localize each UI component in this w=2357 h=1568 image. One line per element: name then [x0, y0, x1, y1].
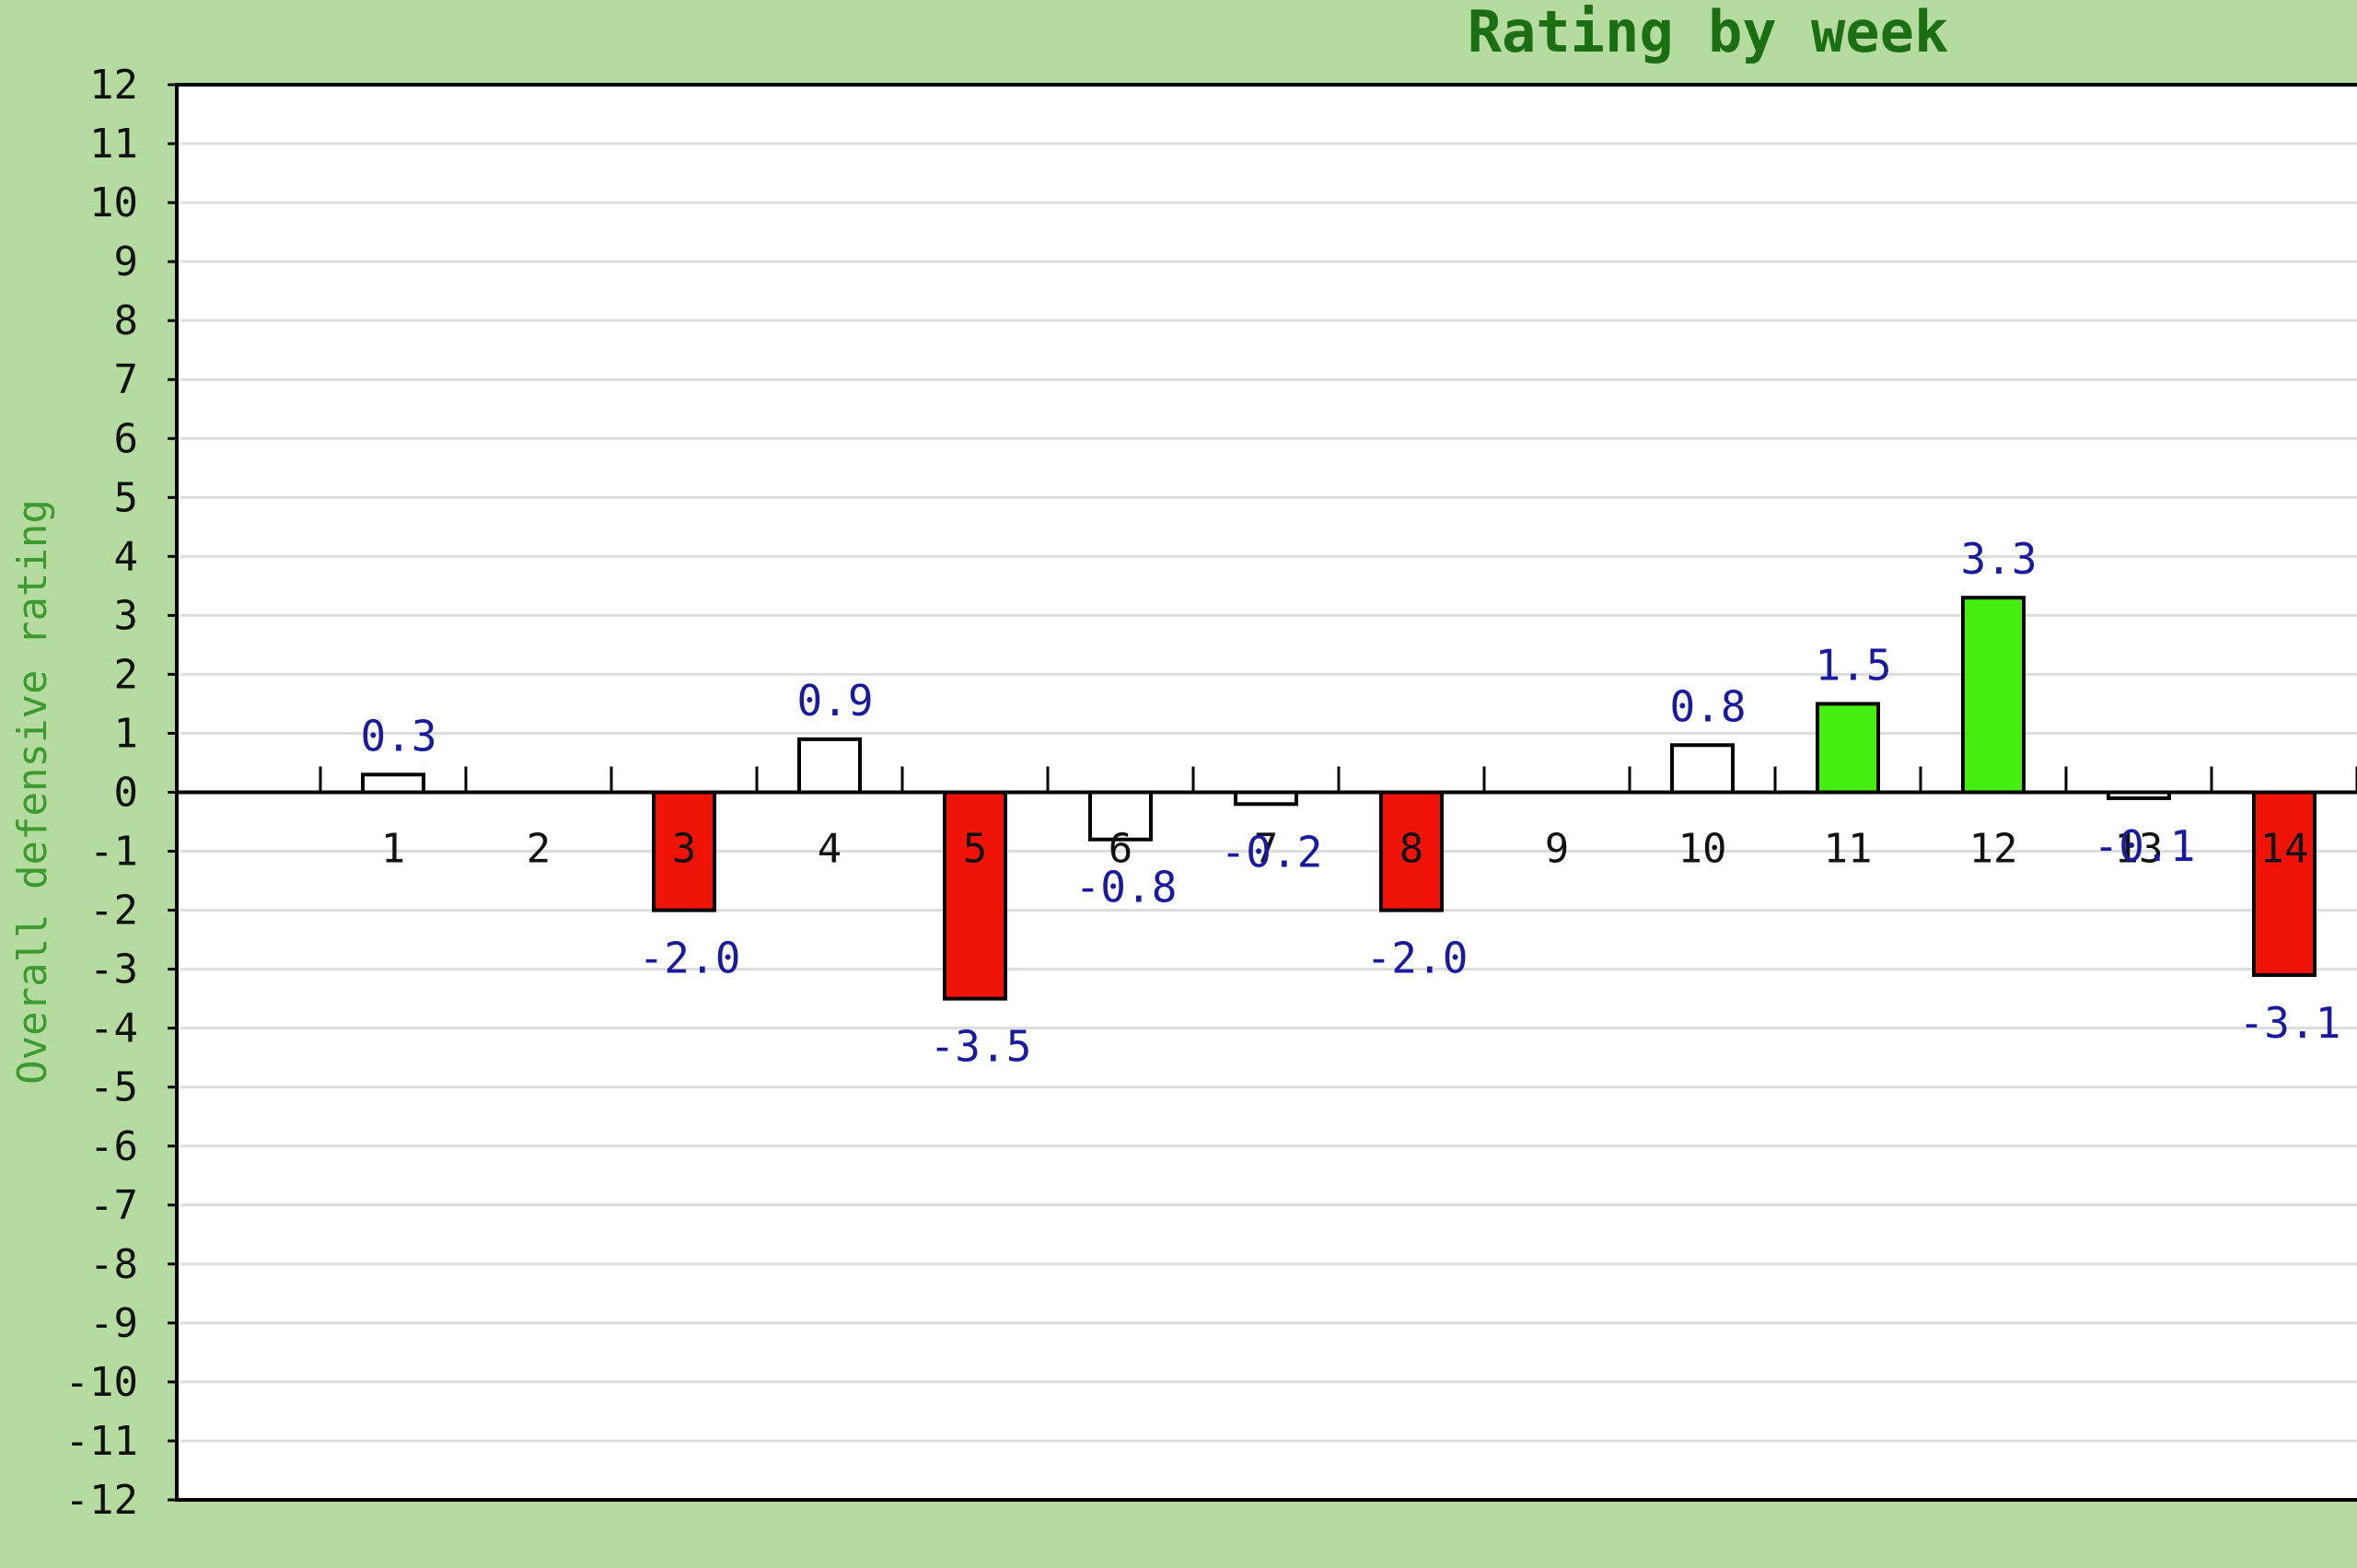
y-axis-label: Overall defensive rating [9, 499, 56, 1085]
data-label-week-5: -3.5 [930, 1022, 1032, 1072]
data-labels: 0.3 -2.0 0.9 -3.5 -0.8 -0.2 -2.0 0.8 1.5 3.3 -0.1 -… [360, 534, 2340, 1071]
x-tick-label: 1 [381, 826, 406, 873]
y-tick-label: 8 [114, 297, 139, 344]
x-tick-label: 3 [672, 826, 697, 873]
bar-week-6 [1088, 790, 1153, 842]
x-tick-label: 10 [1678, 826, 1727, 873]
y-tick-label: -7 [89, 1182, 138, 1229]
x-tick-label: 6 [1109, 826, 1133, 873]
data-label-week-8: -2.0 [1366, 934, 1469, 983]
y-tick-label: 0 [114, 770, 139, 817]
y-tick-label: -9 [89, 1300, 138, 1347]
y-tick-label: 9 [114, 238, 139, 285]
data-label-week-12: 3.3 [1960, 534, 2037, 584]
x-tick-label: 7 [1254, 826, 1279, 873]
y-tick-label: -12 [65, 1477, 138, 1524]
x-tick-label: 8 [1399, 826, 1424, 873]
bar-week-5 [943, 790, 1007, 1001]
x-tick-label: 11 [1824, 826, 1873, 873]
y-tick-label: 4 [114, 533, 139, 580]
x-tick-label: 14 [2260, 826, 2309, 873]
y-tick-label: 3 [114, 592, 139, 639]
data-label-week-4: 0.9 [796, 676, 873, 726]
bar-week-3 [652, 790, 716, 912]
bar-week-12 [1961, 596, 2026, 795]
y-tick-label: -8 [89, 1241, 138, 1288]
data-label-week-3: -2.0 [639, 934, 741, 983]
y-tick-label: -10 [65, 1359, 138, 1406]
bar-week-11 [1816, 702, 1880, 795]
y-tick-label: -6 [89, 1123, 138, 1170]
y-tick-label: 1 [114, 710, 139, 757]
data-label-week-14: -3.1 [2239, 998, 2341, 1048]
data-label-week-13: -0.1 [2094, 821, 2196, 871]
bar-week-1 [361, 772, 425, 795]
bar-week-14 [2252, 790, 2316, 978]
y-tick-label: -4 [89, 1005, 138, 1052]
bars [361, 596, 2316, 1001]
x-axis-tick-labels: 1 2 3 4 5 6 7 8 9 10 11 12 13 14 [381, 826, 2309, 873]
y-tick-label: 5 [114, 474, 139, 521]
bar-week-10 [1670, 743, 1735, 795]
x-axis-ticks [319, 766, 2357, 793]
x-tick-label: 2 [527, 826, 552, 873]
y-tick-label: -1 [89, 829, 138, 876]
y-tick-label: 10 [89, 180, 138, 226]
y-tick-label: -2 [89, 888, 138, 935]
y-tick-label: 12 [89, 62, 138, 109]
y-axis-ticks: 1211109876543210-1-2-3-4-5-6-7-8-9-10-11… [65, 62, 177, 1524]
y-tick-label: 7 [114, 356, 139, 403]
data-label-week-10: 0.8 [1669, 681, 1746, 731]
x-tick-label: 4 [818, 826, 842, 873]
x-tick-label: 9 [1545, 826, 1570, 873]
x-tick-label: 12 [1969, 826, 2018, 873]
data-label-week-7: -0.2 [1221, 827, 1323, 877]
y-tick-label: 11 [89, 121, 138, 168]
data-label-week-11: 1.5 [1815, 640, 1891, 690]
y-tick-label: 6 [114, 415, 139, 462]
y-tick-label: -11 [65, 1418, 138, 1465]
x-tick-label: 13 [2115, 826, 2164, 873]
data-label-week-1: 0.3 [360, 711, 436, 761]
x-tick-label: 5 [963, 826, 988, 873]
y-tick-label: -3 [89, 947, 138, 993]
data-label-week-6: -0.8 [1075, 863, 1178, 912]
y-tick-label: 2 [114, 651, 139, 698]
bar-week-4 [797, 737, 862, 795]
chart-title: Rating by week [1468, 0, 1949, 65]
y-tick-label: -5 [89, 1064, 138, 1111]
